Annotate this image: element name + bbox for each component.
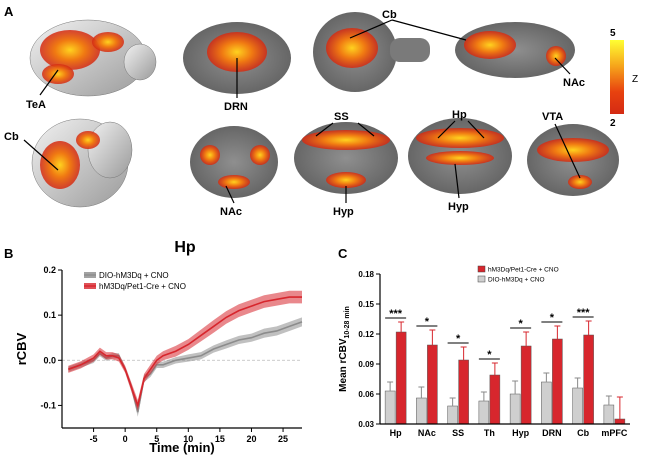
bar-red-Cb [583,334,594,425]
x-tick-label: Hp [390,428,402,438]
z-colorbar: 5 2 Z [610,28,638,129]
bar-grey-NAc [416,397,427,425]
y-axis-label: rCBV [14,332,29,365]
label-hyp-mid: Hyp [333,206,354,218]
brain-3d-oblique [31,118,133,208]
label-nac-bottom: NAc [220,206,242,218]
brain-3d-lateral [29,19,157,97]
legend-label-0: hM3Dq/Pet1-Cre + CNO [488,267,559,274]
sig-label-Hp: *** [389,308,403,320]
bar-grey-mPFC [603,404,615,425]
y-tick-label: 0.12 [358,330,374,339]
slice-coronal-ss [294,122,398,194]
y-axis-label: Mean rCBV10-28 min [338,306,351,392]
sig-label-NAc: * [425,316,430,328]
legend-label-1: DIO-hM3Dq + CNO [488,277,545,284]
slice-coronal-nac [190,126,278,198]
y-tick-label: 0.2 [43,265,56,275]
x-tick-label: Cb [577,428,589,438]
x-tick-label: SS [452,428,464,438]
sig-label-Th: * [487,349,492,361]
y-tick-label: 0.03 [358,420,374,429]
legend-swatch-0 [477,265,486,273]
panel-a-letter: A [4,4,14,19]
x-tick-label: 5 [154,434,159,444]
x-tick-label: 0 [123,434,128,444]
sig-label-Hyp: * [518,318,523,330]
colorbar-label: Z [632,74,638,85]
colorbar-max: 5 [610,28,616,39]
x-tick-label: 10 [183,434,193,444]
legend-swatch-1 [477,275,486,283]
y-tick-label: 0.09 [358,360,374,369]
bar-grey-SS [447,405,458,425]
bar-grey-DRN [541,381,552,425]
label-hp: Hp [452,109,467,121]
y-tick-label: 0.18 [358,270,374,279]
colorbar-min: 2 [610,118,616,129]
bar-grey-Th [478,400,490,425]
label-cb-left: Cb [4,131,19,143]
slice-sagittal [455,22,575,78]
series-band-0 [68,317,302,417]
bar-red-Hp [395,331,407,425]
bar-grey-Hyp [509,393,521,425]
panel-b-letter: B [4,246,13,261]
panel-a-labels: TeA Cb DRN Cb NAc NAc SS Hyp Hp Hyp VTA [4,9,585,218]
x-tick-label: -5 [90,434,98,444]
sig-label-SS: * [456,333,461,345]
series-band-1 [68,290,302,411]
sig-label-Cb: *** [577,307,591,319]
bar-grey-Cb [572,387,583,425]
label-vta: VTA [542,111,563,123]
bar-red-mPFC [614,418,626,425]
label-tea: TeA [26,99,46,111]
x-tick-label: Hyp [512,428,530,438]
label-drn: DRN [224,101,248,113]
y-tick-label: -0.1 [40,400,56,410]
bar-grey-Hp [384,390,396,425]
x-axis-label: Time (min) [149,440,215,455]
x-tick-label: DRN [542,428,562,438]
bar-red-Hyp [520,345,532,425]
bar-red-SS [458,359,469,425]
slice-horizontal [313,12,430,92]
chart-b-title: Hp [174,239,196,256]
x-tick-label: mPFC [601,428,628,438]
y-tick-label: 0.15 [358,300,374,309]
x-tick-label: 20 [246,434,256,444]
slice-coronal-hp [408,118,512,194]
x-tick-label: Th [484,428,495,438]
bar-red-DRN [552,338,563,425]
label-nac-right: NAc [563,77,585,89]
panel-c-letter: C [338,246,348,261]
label-hyp-right: Hyp [448,201,469,213]
x-tick-label: 25 [278,434,288,444]
y-tick-label: 0.0 [43,355,56,365]
label-cb-top: Cb [382,9,397,21]
y-tick-label: 0.06 [358,390,374,399]
x-tick-label: NAc [418,428,436,438]
panel-a-callouts [23,19,581,204]
bar-red-NAc [427,344,438,425]
hp-line-chart: Hp -0.1 0.0 0.1 0.2 -5 0 5 10 15 20 25 Time (min) rCB… [14,239,303,455]
label-ss: SS [334,111,349,123]
series-line-1 [68,296,302,409]
x-tick-label: 15 [215,434,225,444]
y-tick-label: 0.1 [43,310,56,320]
slice-coronal-vta [527,124,619,196]
bar-red-Th [489,374,501,425]
legend-label-1: hM3Dq/Pet1-Cre + CNO [99,282,186,291]
sig-label-DRN: * [550,312,555,324]
legend-label-0: DIO-hM3Dq + CNO [99,271,169,280]
rcbv-bar-chart: Hp *** NAc * SS * Th * Hyp * DRN * Cb *** mPFC 0.03 0.06… [338,265,630,438]
